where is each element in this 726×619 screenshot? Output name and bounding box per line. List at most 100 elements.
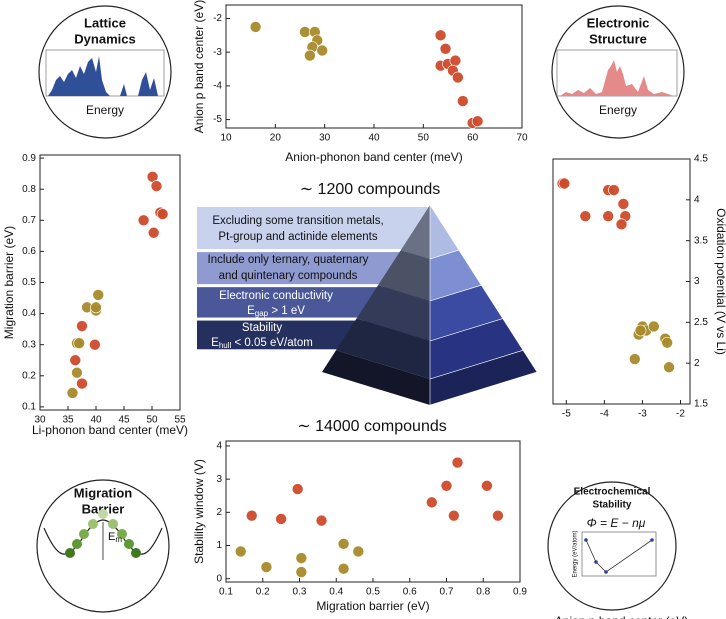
inset-lattice: Lattice Dynamics Energy bbox=[38, 5, 172, 139]
data-point bbox=[451, 456, 464, 469]
layer-text: Ehull < 0.05 eV/atom bbox=[211, 337, 313, 350]
data-point bbox=[648, 320, 660, 333]
layer-text: Pt-group and actinide elements bbox=[218, 231, 377, 243]
x-tick-label: 60 bbox=[467, 133, 479, 144]
x-tick-label: -2 bbox=[676, 409, 685, 420]
layer-label-box bbox=[197, 207, 430, 250]
phase-point bbox=[594, 560, 598, 564]
x-axis-label: Li-phonon band center (meV) bbox=[32, 423, 188, 437]
hull-line bbox=[585, 539, 653, 573]
plot-frame bbox=[225, 440, 521, 583]
symbol: E bbox=[247, 305, 255, 317]
equation: Φ = E − nμ bbox=[587, 516, 646, 530]
scatter-chart: 30 35 40 45 50 55 0.1 0.2 0.3 0.4 0.5 0.6 0.7 0.8 0.9 L… bbox=[2, 153, 188, 437]
y-tick-label: 0.3 bbox=[22, 339, 36, 350]
data-point bbox=[439, 43, 452, 55]
data-point bbox=[295, 552, 308, 564]
layer-text: Excluding some transition metals, bbox=[212, 215, 383, 227]
inset-label: Energy bbox=[599, 103, 637, 117]
inset-electronic: Electronic Structure Energy bbox=[551, 5, 685, 139]
y-tick-label: 4 bbox=[694, 194, 700, 205]
ion bbox=[108, 519, 118, 529]
pyramid-left-face bbox=[322, 350, 430, 405]
scatter-chart: 0.1 0.2 0.3 0.4 0.5 0.6 0.7 0.8 0.9 0 1 2 3 4 Migratio… bbox=[192, 440, 527, 613]
data-point bbox=[137, 214, 150, 227]
data-point bbox=[456, 95, 469, 107]
pyramid-right-face bbox=[429, 349, 538, 406]
x-tick-label: 0.9 bbox=[513, 587, 527, 598]
inset-box bbox=[581, 531, 657, 577]
data-point bbox=[245, 509, 258, 522]
y-tick-label: 1 bbox=[216, 540, 222, 551]
y-axis-label: Oxidation potential (V vs Li) bbox=[714, 208, 726, 355]
y-tick-label: 3.5 bbox=[694, 235, 708, 246]
y-tick-label: 0.5 bbox=[22, 277, 36, 288]
x-tick-label: 0.5 bbox=[366, 587, 380, 598]
layer-text: Egap > 1 eV bbox=[247, 305, 305, 318]
inset-title: Electrochemical bbox=[574, 487, 651, 498]
ion bbox=[88, 519, 98, 529]
phase-point bbox=[604, 570, 608, 574]
data-point bbox=[425, 496, 438, 509]
y-tick-label: 0.9 bbox=[22, 153, 36, 164]
y-tick-label: 3 bbox=[216, 474, 222, 485]
pyramid-bottom-label: ∼ 14000 compounds bbox=[297, 418, 447, 435]
data-point bbox=[337, 562, 350, 575]
plot-frame bbox=[225, 4, 523, 129]
ion bbox=[117, 529, 127, 539]
y-tick-label: 2 bbox=[694, 358, 700, 369]
data-point bbox=[304, 49, 316, 62]
y-tick-label: 0.8 bbox=[22, 184, 36, 195]
x-tick-label: 20 bbox=[270, 133, 282, 144]
x-tick-label: 45 bbox=[118, 415, 130, 426]
ion bbox=[65, 548, 75, 558]
x-tick-label: 0.2 bbox=[256, 587, 270, 598]
symbol: E bbox=[108, 531, 115, 543]
data-point bbox=[76, 377, 88, 390]
x-tick-label: 50 bbox=[146, 415, 158, 426]
spectrum bbox=[560, 60, 674, 96]
subscript: m bbox=[115, 535, 122, 544]
ion bbox=[98, 509, 108, 519]
pyramid-left-face bbox=[336, 318, 430, 379]
ion bbox=[124, 539, 134, 549]
data-point bbox=[602, 210, 614, 222]
ion bbox=[72, 539, 82, 549]
y-tick-label: 4.5 bbox=[694, 154, 708, 165]
inset-ylabel: Energy (eV/atom) bbox=[573, 530, 579, 577]
data-point bbox=[579, 210, 592, 222]
data-point bbox=[663, 361, 675, 374]
pyramid-left-face bbox=[400, 205, 430, 259]
data-point bbox=[634, 324, 647, 337]
x-tick-label: 0.1 bbox=[219, 587, 233, 598]
x-axis-label: Anion-phonon band center (meV) bbox=[285, 150, 462, 164]
ion bbox=[79, 529, 89, 539]
ion bbox=[131, 548, 141, 558]
y-tick-label: 4 bbox=[216, 441, 222, 452]
data-point bbox=[249, 21, 262, 33]
x-axis-label: Migration barrier (eV) bbox=[316, 599, 429, 613]
data-point bbox=[295, 566, 308, 578]
y-tick-label: 0 bbox=[216, 573, 222, 584]
y-tick-label: 1.5 bbox=[694, 399, 708, 410]
y-axis-label: Migration barrier (eV) bbox=[2, 226, 16, 339]
y-tick-label: -3 bbox=[213, 47, 222, 58]
x-tick-label: 0.6 bbox=[403, 587, 417, 598]
y-tick-label: -5 bbox=[213, 114, 222, 125]
phase-point bbox=[650, 538, 654, 542]
x-tick-label: -5 bbox=[562, 409, 571, 420]
plot-frame bbox=[39, 154, 181, 411]
x-tick-label: 10 bbox=[220, 133, 232, 144]
data-point bbox=[315, 514, 328, 527]
y-tick-label: -4 bbox=[213, 81, 222, 92]
data-point bbox=[558, 177, 571, 190]
x-tick-label: 30 bbox=[34, 415, 46, 426]
y-tick-label: 0.2 bbox=[22, 370, 36, 381]
data-point bbox=[299, 26, 311, 38]
inset-title: Lattice bbox=[84, 15, 126, 30]
subscript: hull bbox=[219, 341, 232, 350]
data-point bbox=[615, 218, 628, 231]
y-tick-label: 3 bbox=[694, 276, 700, 287]
scatter-chart: -5 -4 -3 -2 1.5 2 2.5 3 3.5 4 4.5 Anion p band cent… bbox=[552, 154, 726, 619]
inset-title: Dynamics bbox=[74, 31, 135, 46]
